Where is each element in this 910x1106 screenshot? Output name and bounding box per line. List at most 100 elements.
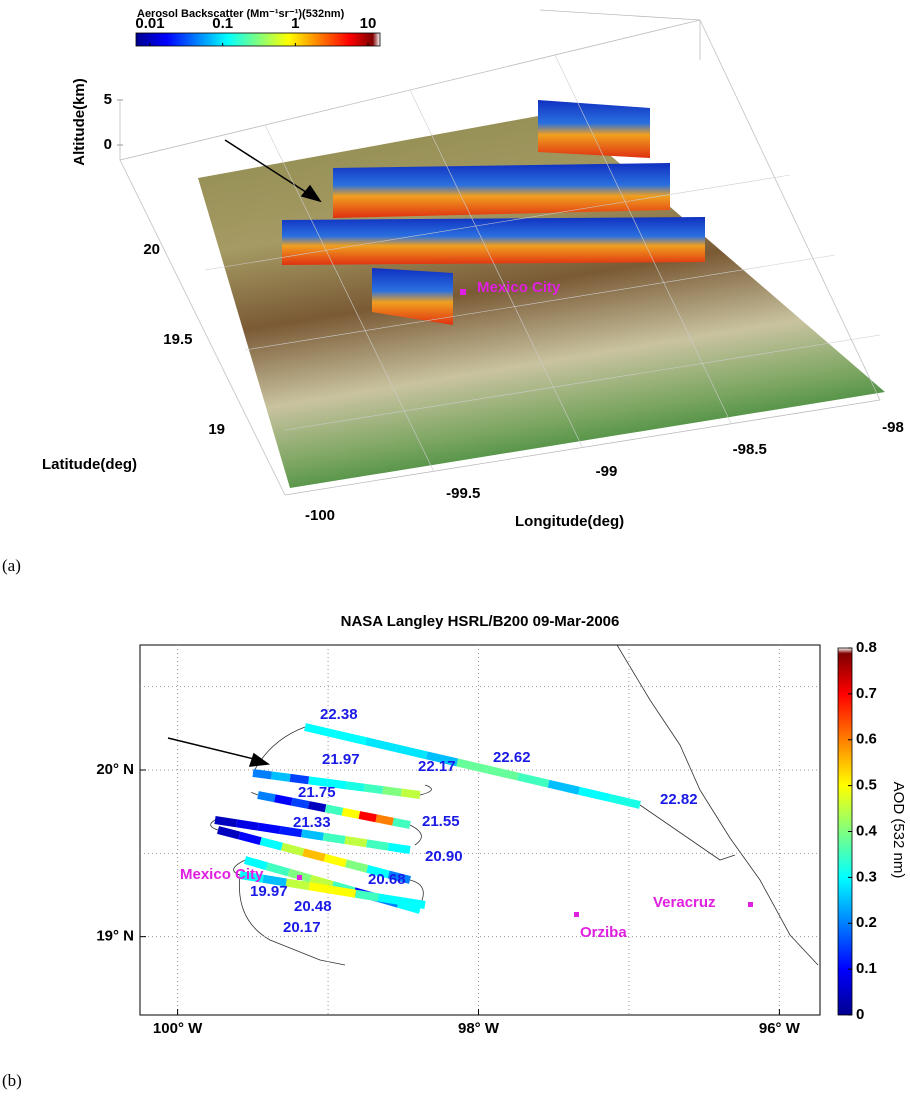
arrow bbox=[224, 139, 322, 203]
colorbar-tick-label: 0.7 bbox=[856, 685, 877, 702]
colorbar bbox=[135, 32, 381, 47]
track-segment bbox=[239, 871, 264, 883]
track-segment bbox=[363, 783, 384, 795]
y-tick-label: 20 bbox=[143, 241, 160, 258]
track-segment bbox=[331, 886, 357, 898]
time-label: 20.90 bbox=[425, 848, 463, 865]
track-segment bbox=[578, 786, 611, 802]
city-label: Orziba bbox=[580, 924, 627, 941]
track-segment bbox=[345, 781, 365, 792]
time-label: 22.17 bbox=[418, 758, 456, 775]
x-tick-label: 100° W bbox=[153, 1020, 203, 1037]
y-tick-label: 20° N bbox=[96, 761, 134, 778]
track-segment bbox=[358, 811, 377, 823]
track-segment bbox=[387, 842, 411, 854]
colorbar-tick-label: 0.1 bbox=[212, 15, 233, 32]
z-tick-label: 5 bbox=[104, 91, 112, 108]
track-segment bbox=[354, 889, 380, 902]
track-segment bbox=[365, 737, 398, 753]
grid-line bbox=[119, 159, 286, 496]
time-label: 20.68 bbox=[368, 871, 406, 888]
track-segment bbox=[308, 882, 334, 894]
time-label: 20.17 bbox=[283, 919, 321, 936]
time-label: 22.82 bbox=[660, 791, 698, 808]
grid-line bbox=[264, 124, 435, 472]
panel-label: (b) bbox=[2, 1071, 22, 1090]
track-segment bbox=[366, 839, 389, 851]
track-segment bbox=[456, 758, 489, 774]
track-segment bbox=[326, 778, 347, 790]
track-segment bbox=[265, 862, 290, 877]
track-segment bbox=[289, 773, 310, 785]
colorbar-tick-label: 0.6 bbox=[856, 731, 877, 748]
track-segment bbox=[285, 878, 311, 891]
city-label: Veracruz bbox=[653, 894, 716, 911]
grid-line bbox=[284, 334, 881, 431]
track-segment bbox=[309, 874, 334, 889]
colorbar-tick-label: 0.5 bbox=[856, 777, 877, 794]
x-tick-label: 96° W bbox=[759, 1020, 801, 1037]
track-segment bbox=[236, 819, 259, 831]
track-segment bbox=[271, 771, 291, 782]
panel-label: (a) bbox=[2, 556, 21, 575]
track-segment bbox=[387, 870, 412, 884]
y-tick-label: 19° N bbox=[96, 928, 134, 945]
time-label: 21.55 bbox=[422, 813, 460, 830]
colorbar-tick-label: 0.01 bbox=[135, 15, 164, 32]
track-segment bbox=[486, 765, 520, 781]
track-segment bbox=[517, 772, 550, 788]
track-segment bbox=[344, 836, 368, 848]
track-segment bbox=[395, 744, 428, 760]
track-segment bbox=[274, 794, 293, 806]
map-title: NASA Langley HSRL/B200 09-Mar-2006 bbox=[341, 613, 620, 630]
track-segment bbox=[378, 893, 403, 906]
track-segment bbox=[252, 769, 273, 780]
track-segment bbox=[324, 804, 344, 816]
colorbar-title: Aerosol Backscatter (Mm⁻¹sr⁻¹)(532nm) bbox=[137, 8, 345, 20]
colorbar-tick-label: 0.4 bbox=[856, 822, 878, 839]
grid-line bbox=[204, 174, 791, 271]
track-segment bbox=[304, 723, 337, 738]
time-label: 22.38 bbox=[320, 706, 358, 723]
track-segment bbox=[308, 776, 328, 787]
track-segment bbox=[322, 832, 346, 844]
time-label: 21.97 bbox=[322, 751, 360, 768]
track-segment bbox=[238, 831, 262, 845]
city-marker bbox=[748, 902, 753, 907]
track-segment bbox=[216, 826, 241, 840]
map-frame bbox=[139, 644, 821, 1016]
track-segment bbox=[257, 791, 276, 803]
track-segment bbox=[392, 817, 411, 829]
track-segment bbox=[341, 807, 361, 819]
y-tick-label: 19.5 bbox=[163, 331, 192, 348]
track-segment bbox=[547, 779, 580, 795]
x-tick-label: -100 bbox=[305, 507, 335, 524]
track-segment bbox=[400, 788, 421, 799]
track-segment bbox=[262, 874, 287, 887]
track-segment bbox=[291, 797, 310, 809]
time-label: 21.75 bbox=[298, 784, 336, 801]
track-segment bbox=[608, 794, 641, 809]
city-label: Mexico City bbox=[180, 866, 264, 883]
track-segment bbox=[323, 853, 348, 868]
x-tick-label: -98.5 bbox=[733, 441, 767, 458]
arrow bbox=[167, 737, 271, 767]
y-label: Latitude(deg) bbox=[42, 456, 137, 473]
track-segment bbox=[279, 826, 303, 838]
colorbar-tick-label: 0.8 bbox=[856, 639, 877, 656]
x-tick-label: -99 bbox=[596, 463, 618, 480]
track-segment bbox=[280, 842, 305, 857]
track-segment bbox=[302, 848, 326, 862]
city-label: Mexico City bbox=[477, 279, 561, 296]
track-segment bbox=[307, 801, 327, 813]
x-tick-label: -98 bbox=[882, 419, 904, 436]
time-label: 22.62 bbox=[493, 749, 531, 766]
track-segment bbox=[375, 814, 394, 826]
grid-line bbox=[554, 54, 732, 424]
x-tick-label: 98° W bbox=[458, 1020, 500, 1037]
coastline bbox=[616, 644, 819, 966]
grid-line bbox=[244, 254, 836, 351]
city-marker bbox=[297, 875, 302, 880]
city-marker bbox=[574, 912, 579, 917]
